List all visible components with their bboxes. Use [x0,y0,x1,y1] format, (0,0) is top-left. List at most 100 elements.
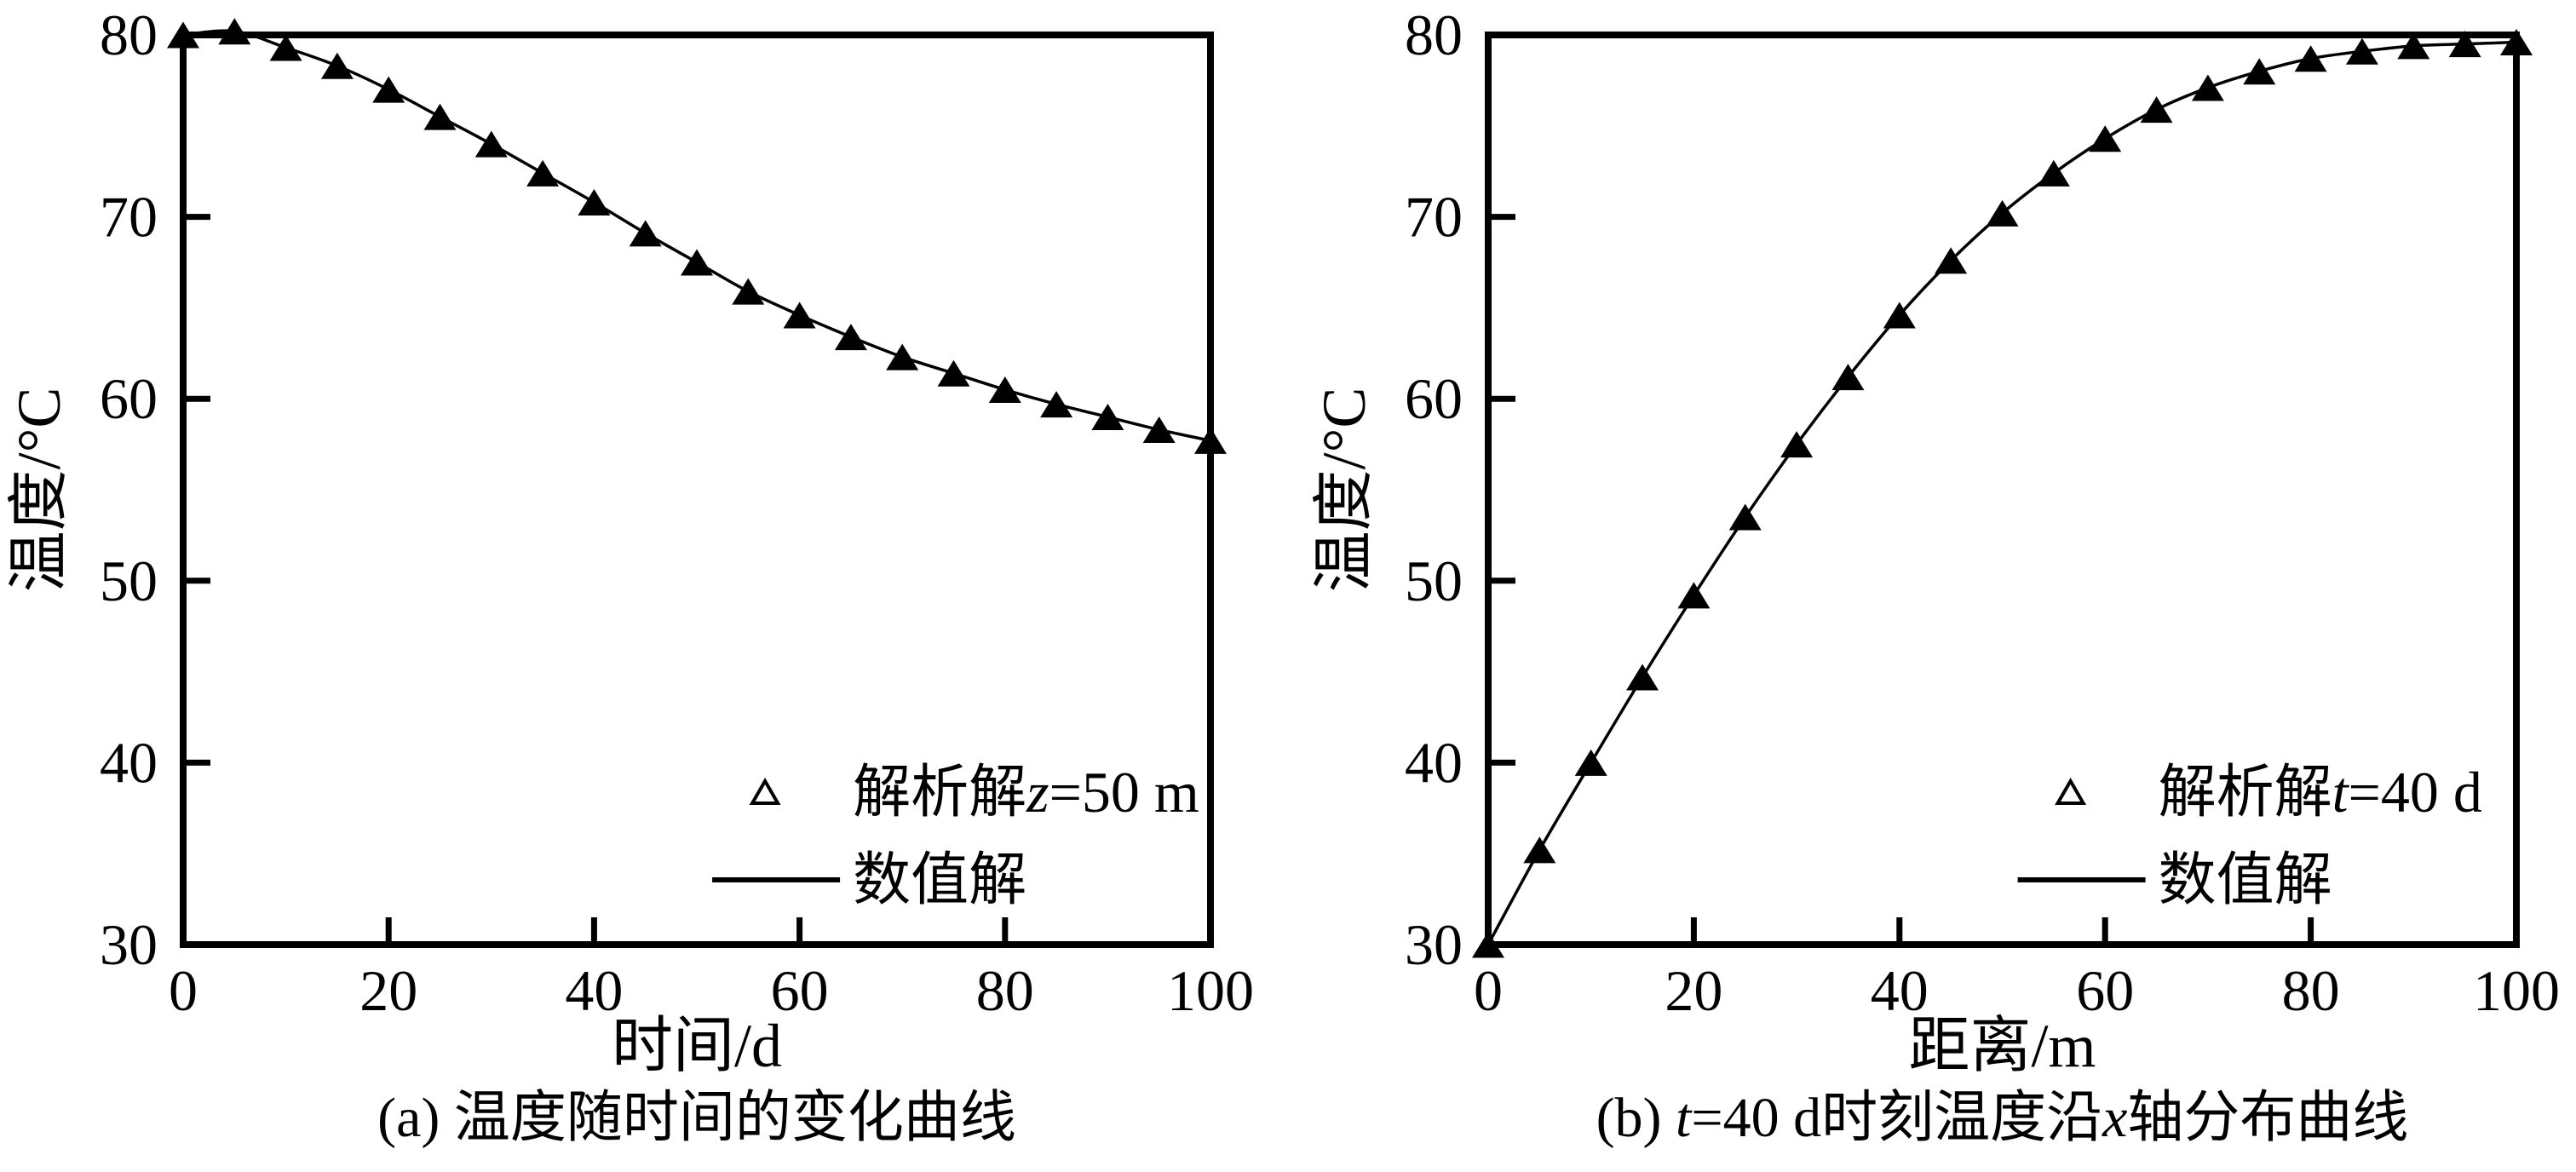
analytical-solution-marker [578,189,611,216]
legend-label-analytical: 解析解t=40 d [2159,760,2482,824]
analytical-solution-marker [2191,74,2224,101]
analytical-solution-marker [1780,431,1814,458]
y-tick-label: 30 [100,912,158,977]
label-text: (a) 温度随时间的变化曲线 [377,1087,1016,1149]
panel-a: 0 20 40 60 80 100 30 40 50 60 70 80 解析解z=50 m 数值解时间/d… [5,3,1254,1149]
label-text: 解析解 [2159,760,2332,824]
x-axis-title: 时间/d [612,1012,782,1080]
plot-frame [180,32,1214,948]
analytical-solution-marker [2345,37,2378,65]
legend-label-analytical: 解析解z=50 m [853,760,1199,824]
analytical-solution-marker [1574,749,1607,776]
analytical-solution-marker [783,302,816,329]
x-tick-label: 60 [2076,958,2134,1023]
legend-label-numerical: 数值解 [853,847,1026,912]
analytical-solution-marker [937,359,970,387]
x-tick-label: 100 [2473,958,2560,1023]
analytical-solution-marker [1523,836,1556,864]
analytical-solution-marker [1626,664,1659,691]
x-tick-label: 40 [565,958,623,1023]
analytical-solution-marker [167,21,199,49]
analytical-solution-marker [629,220,662,247]
analytical-solution-marker [834,324,867,351]
x-tick-label: 0 [1474,958,1503,1023]
analytical-solution-marker [423,103,457,130]
analytical-solution-marker [1831,364,1865,391]
analytical-solution-marker [732,278,765,305]
x-tick-label: 80 [2282,958,2340,1023]
analytical-solution-marker [1091,404,1124,431]
italic-variable-text: t [1676,1087,1693,1149]
y-tick-label: 70 [100,185,158,250]
analytical-solution-marker [1883,302,1916,329]
x-tick-label: 20 [1665,958,1722,1023]
analytical-solution-marker [2448,31,2481,58]
y-tick-label: 30 [1405,912,1463,977]
label-text: =40 d时刻温度沿 [1691,1087,2102,1149]
analytical-solution-marker [1677,582,1711,609]
analytical-solution-marker [526,159,560,187]
y-axis-title: 温度/°C [1310,388,1378,593]
analytical-solution-marker [1194,427,1227,454]
y-tick-label: 40 [100,730,158,795]
analytical-solution-marker [2037,159,2070,187]
analytical-solution-marker [2243,58,2276,85]
label-text: 轴分布曲线 [2127,1087,2408,1149]
y-tick-label: 70 [1405,185,1463,250]
y-tick-label: 50 [1405,549,1463,613]
x-tick-label: 40 [1871,958,1929,1023]
analytical-solution-marker [2140,96,2173,124]
y-tick-label: 80 [1405,3,1463,67]
label-text: =40 d [2349,760,2482,824]
y-tick-label: 80 [100,3,158,67]
y-tick-label: 50 [100,549,158,613]
legend-label-numerical: 数值解 [2159,847,2332,912]
x-tick-label: 20 [359,958,417,1023]
legend: 解析解t=40 d 数值解 [2017,760,2482,912]
analytical-solution-marker [1728,503,1762,531]
x-tick-label: 100 [1167,958,1254,1023]
analytical-solution-marker [1040,391,1073,418]
y-tick-label: 40 [1405,730,1463,795]
analytical-solution-marker [218,18,251,45]
legend: 解析解z=50 m 数值解 [712,760,1199,912]
label-text: 解析解 [853,760,1026,824]
x-axis-title: 距离/m [1908,1012,2096,1080]
italic-variable-text: z [1026,760,1049,824]
x-tick-label: 80 [976,958,1034,1023]
legend-open-triangle-icon [749,777,781,805]
y-tick-label: 60 [100,366,158,431]
panel-caption: (b) t=40 d时刻温度沿x轴分布曲线 [1596,1087,2409,1149]
analytical-solution-marker [2397,32,2430,60]
analytical-solution-marker [2500,29,2533,56]
italic-variable-text: t [2332,760,2350,824]
analytical-solution-marker [681,249,713,276]
analytical-solution-marker [372,76,405,103]
plot-frame [1485,32,2520,948]
label-text: 数值解 [853,847,1026,912]
panel-caption: (a) 温度随时间的变化曲线 [377,1087,1016,1149]
legend-open-triangle-icon [2055,777,2087,805]
x-tick-label: 0 [169,958,198,1023]
analytical-solution-marker [988,376,1021,404]
analytical-solution-marker [886,343,919,371]
y-axis-title: 温度/°C [5,388,73,593]
italic-variable-text: x [2102,1087,2127,1149]
label-text: 数值解 [2159,847,2332,912]
analytical-solution-marker [1986,199,2019,227]
x-tick-label: 60 [771,958,829,1023]
analytical-solution-marker [269,34,302,61]
label-text: =50 m [1049,760,1199,824]
analytical-solution-marker [1472,931,1504,958]
analytical-solution-marker [2294,45,2327,72]
analytical-solution-marker [1142,417,1176,444]
label-text: (b) [1596,1087,1676,1149]
analytical-solution-marker [2089,125,2122,152]
y-tick-label: 60 [1405,366,1463,431]
analytical-solution-marker [474,130,508,158]
analytical-solution-marker [1935,247,1968,274]
numerical-solution-line [182,29,1211,443]
